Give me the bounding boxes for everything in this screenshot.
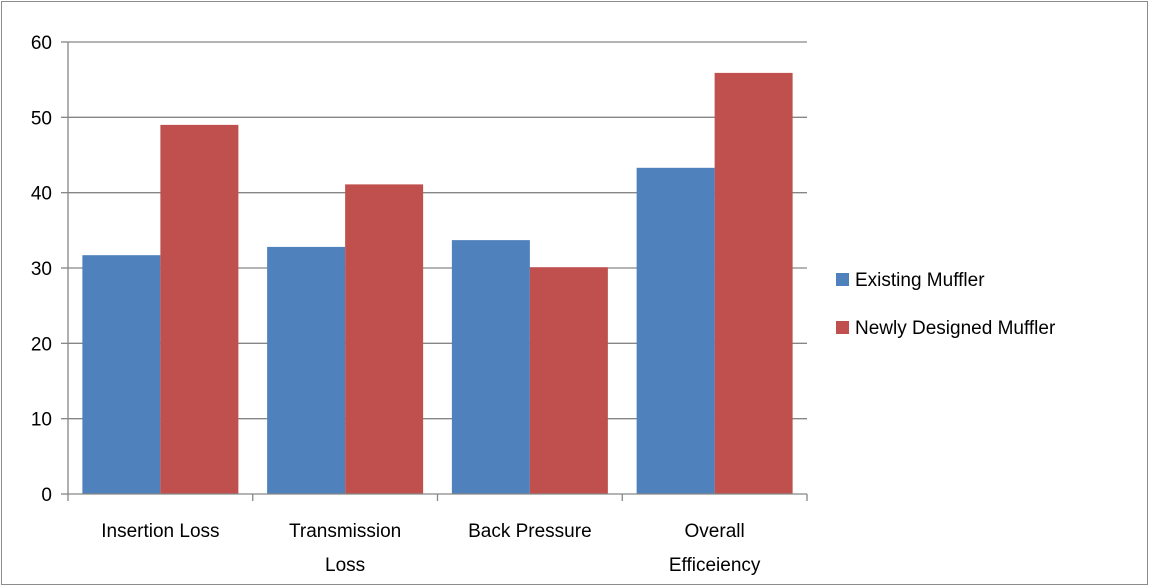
y-tick-labels: 0 10 20 30 40 50 60: [31, 33, 52, 506]
bar-existing-muffler: [636, 167, 715, 494]
y-tick-label: 0: [41, 485, 52, 506]
y-tick-label: 10: [31, 410, 52, 431]
y-tick-label: 30: [31, 259, 52, 280]
y-tick-label: 20: [31, 334, 52, 355]
bar-newly-designed-muffler: [714, 72, 793, 495]
x-tick-label: Efficeiency: [669, 555, 761, 576]
legend-swatch: [836, 273, 849, 286]
x-tick-label: Overall: [685, 521, 745, 542]
y-tick-label: 60: [31, 33, 52, 54]
bar-existing-muffler: [267, 246, 346, 494]
bar-newly-designed-muffler: [160, 124, 239, 494]
bar-existing-muffler: [82, 255, 161, 494]
bar-newly-designed-muffler: [345, 184, 424, 494]
x-tick-label: Transmission: [289, 521, 401, 542]
y-tick-label: 40: [31, 184, 52, 205]
bar-existing-muffler: [451, 240, 530, 494]
axes: [61, 41, 808, 501]
bar-newly-designed-muffler: [529, 267, 608, 494]
legend: Existing Muffler Newly Designed Muffler: [836, 270, 1056, 339]
x-tick-label: Insertion Loss: [101, 521, 219, 542]
legend-swatch: [836, 321, 849, 334]
x-tick-label: Back Pressure: [468, 521, 592, 542]
x-tick-labels: Insertion Loss Transmission Loss Back Press…: [101, 521, 761, 576]
y-tick-label: 50: [31, 108, 52, 129]
x-tick-label: Loss: [325, 555, 365, 576]
legend-label: Newly Designed Muffler: [855, 318, 1056, 339]
bars: [82, 72, 793, 495]
legend-label: Existing Muffler: [855, 270, 985, 291]
